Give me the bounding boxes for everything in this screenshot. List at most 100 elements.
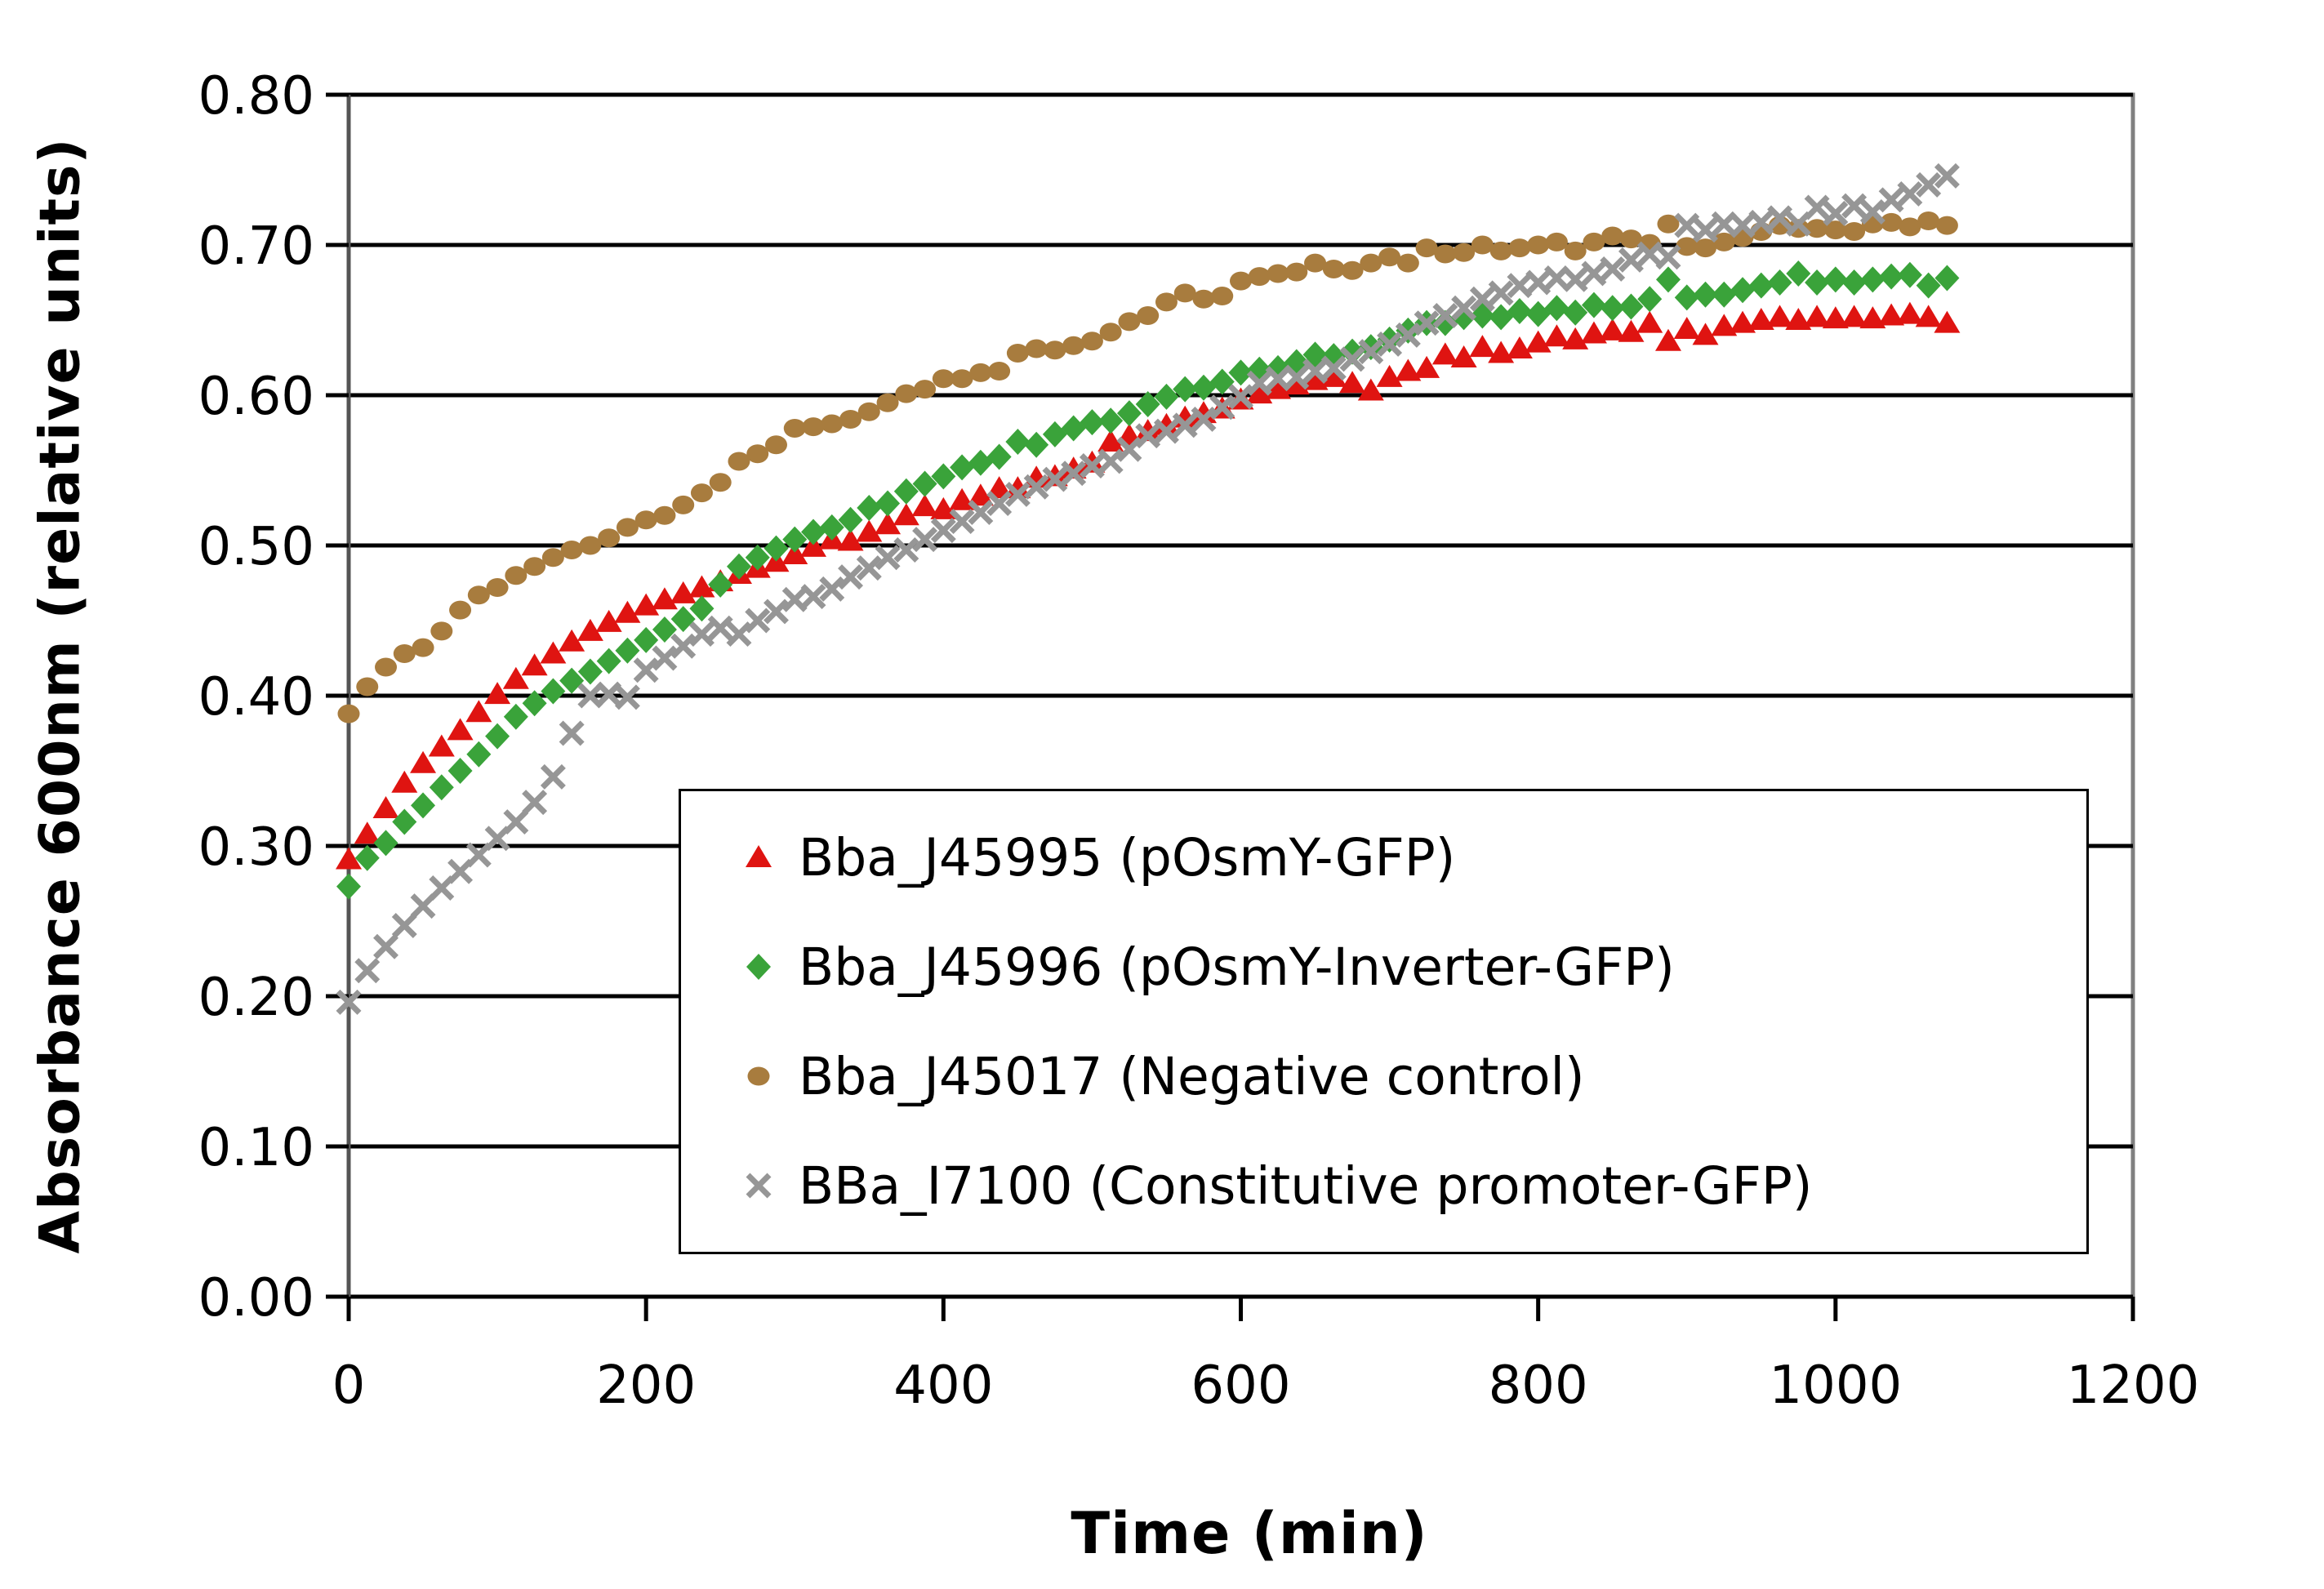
series-point-triangle [391,770,418,793]
series-point-x [336,989,362,1015]
series-point-circle [821,414,844,434]
y-tick-label: 0.70 [198,216,315,277]
series-point-triangle [875,512,902,535]
series-point-circle [1230,271,1252,291]
series-point-diamond [1600,295,1625,322]
series-point-x [1135,423,1161,449]
series-point-x [800,584,826,610]
series-point-x [1023,474,1049,500]
series-point-x [1358,339,1384,365]
series-point-circle [1267,264,1289,283]
series-point-diamond [1024,431,1049,458]
x-tick-label: 400 [893,1355,993,1416]
series-point-diamond [857,495,882,521]
series-point-x [1730,212,1756,238]
series-point-triangle [1134,419,1161,442]
x-tick-label: 1200 [2067,1355,2200,1416]
series-point-diamond [577,658,603,685]
series-point-x [1562,266,1588,292]
series-point-diamond [1748,272,1774,299]
series-point-triangle [465,700,492,723]
series-point-x [1897,180,1923,207]
series-point-x [1655,244,1681,270]
series-point-x [1451,295,1477,321]
series-point-triangle [1004,476,1031,499]
series-point-circle [709,473,732,492]
series-point-circle [1118,312,1141,332]
series-point-circle [1137,305,1160,325]
series-point-x [1302,358,1329,385]
series-point-triangle [856,519,883,542]
series-point-triangle [1673,317,1700,340]
series-point-triangle [837,528,864,551]
series-point-triangle [540,641,567,664]
x-tick-label: 0 [332,1355,366,1416]
series-point-triangle [781,542,808,565]
series-point-triangle [1636,310,1663,333]
series-point-x [1191,406,1217,432]
series-point-x [503,809,529,835]
series-point-diamond [615,637,640,664]
series-point-circle [764,435,787,455]
series-point-circle [951,369,973,389]
series-point-diamond [1786,260,1811,287]
series-point-diamond [1396,317,1421,344]
series-point-triangle [1339,371,1366,394]
series-point-diamond [596,648,621,674]
series-point-x [968,500,994,525]
series-point-x [1228,384,1253,410]
series-point-triangle [1747,308,1774,330]
series-point-x [1320,355,1347,381]
series-point-triangle [1395,358,1422,381]
series-point-diamond [522,690,547,717]
series-point-circle [1899,217,1921,237]
series-point-circle [1694,238,1717,258]
series-point-x [930,518,956,544]
series-point-diamond [746,954,771,980]
series-point-diamond [1934,265,1960,292]
series-point-circle [1471,235,1494,255]
series-point-x [1804,194,1830,220]
legend-entry: Bba_J45996 (pOsmY-Inverter-GFP) [732,937,2070,997]
series-point-triangle [746,845,772,867]
series-point-circle [1601,226,1624,246]
series-point-diamond [1061,415,1086,442]
series-point-triangle [1060,456,1087,479]
series-point-circle [1415,238,1438,258]
series-point-diamond [634,626,659,653]
series-point-triangle [1376,364,1403,387]
series-point-diamond [652,616,677,643]
series-point-x [354,958,381,984]
series-point-triangle [1618,319,1645,342]
series-point-circle [1657,214,1680,234]
legend-entry: Bba_J45995 (pOsmY-GFP) [732,828,2070,888]
series-point-triangle [911,494,938,517]
series-point-circle [375,657,398,677]
series-point-triangle [502,666,529,689]
series-point-triangle [1450,345,1477,367]
series-point-diamond [1135,391,1160,418]
series-point-circle [1304,253,1327,273]
series-point-circle [1322,259,1345,278]
series-point-triangle [1041,464,1068,487]
series-point-triangle [1599,318,1626,340]
series-point-triangle [1711,314,1738,336]
series-point-triangle [1320,364,1347,387]
series-point-circle [393,643,416,663]
series-point-triangle [633,593,660,616]
series-point-x [1525,269,1552,296]
series-point-circle [449,600,472,620]
y-tick-label: 0.40 [198,667,315,728]
series-point-diamond [1525,300,1551,327]
series-point-x [1153,418,1179,444]
series-point-circle [690,483,713,503]
diamond-icon [746,954,771,980]
series-point-circle [1583,232,1605,251]
series-point-triangle [372,796,399,818]
x-icon [746,1173,772,1199]
series-point-diamond [1618,293,1644,320]
legend-label: Bba_J45995 (pOsmY-GFP) [799,827,1456,888]
series-point-diamond [1767,269,1792,296]
series-point-x [856,555,882,581]
series-point-circle [1843,221,1866,241]
